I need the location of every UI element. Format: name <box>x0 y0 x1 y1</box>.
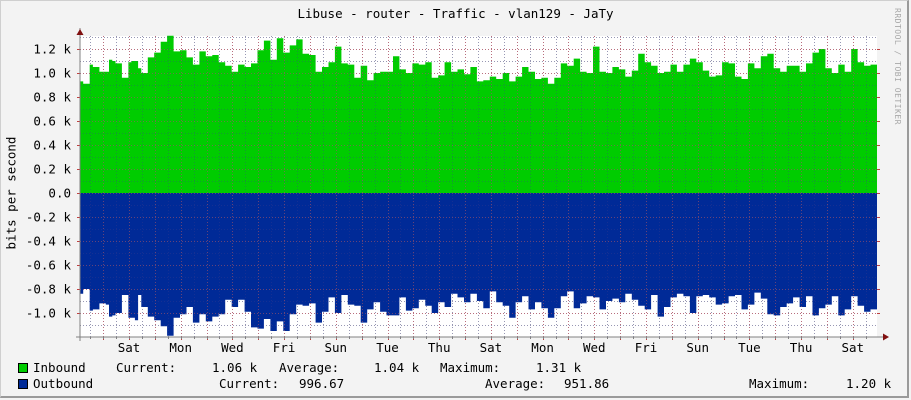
inbound-area <box>80 35 877 193</box>
traffic-chart: 1.2 k 1.0 k 0.8 k 0.6 k 0.4 k 0.2 k 0.0 -0.2 k -… <box>26 28 889 355</box>
y-tick-label: -0.6 k <box>26 258 72 273</box>
x-tick-label: Sun <box>325 340 348 355</box>
outbound-maximum-value: 1.20 k <box>846 376 892 391</box>
inbound-swatch <box>18 363 28 373</box>
x-tick-label: Fri <box>635 340 658 355</box>
inbound-label: Inbound <box>33 360 86 375</box>
x-tick-label: Thu <box>790 340 813 355</box>
outbound-area <box>80 193 877 336</box>
outbound-average-value: 951.86 <box>564 376 610 391</box>
x-tick-label: Mon <box>169 340 192 355</box>
grid-overlay <box>80 36 877 337</box>
x-tick-label: Tue <box>738 340 761 355</box>
x-tick-label: Fri <box>273 340 296 355</box>
y-tick-label: 1.2 k <box>33 42 71 57</box>
y-tick-label: 0.8 k <box>33 90 71 105</box>
inbound-current-value: 1.06 k <box>212 360 258 375</box>
x-axis-arrow-icon <box>883 333 889 341</box>
y-tick-label: 0.0 <box>48 186 71 201</box>
inbound-maximum-label: Maximum: <box>440 360 501 375</box>
rrdtool-watermark: RRDTOOL / TOBI OETIKER <box>893 8 902 125</box>
y-axis-arrow-icon <box>76 29 84 35</box>
outbound-label: Outbound <box>33 376 94 391</box>
y-tick-label: -1.0 k <box>26 306 72 321</box>
y-tick-label: -0.2 k <box>26 210 72 225</box>
x-tick-label: Tue <box>376 340 399 355</box>
legend-row-inbound: Inbound Current: 1.06 k Average: 1.04 k … <box>0 360 911 376</box>
inbound-average-label: Average: <box>279 360 340 375</box>
inbound-maximum-value: 1.31 k <box>536 360 582 375</box>
x-tick-label: Mon <box>531 340 554 355</box>
x-axis-ticks: Sat Mon Wed Fri Sun Tue Thu Sat Mon Wed Fri Sun Tue T… <box>90 337 867 355</box>
inbound-average-value: 1.04 k <box>374 360 420 375</box>
outbound-average-label: Average: <box>485 376 546 391</box>
outbound-current-value: 996.67 <box>299 376 345 391</box>
y-tick-label: -0.4 k <box>26 234 72 249</box>
y-tick-label: 0.6 k <box>33 114 71 129</box>
x-tick-label: Wed <box>583 340 606 355</box>
inbound-current-label: Current: <box>116 360 177 375</box>
x-tick-label: Sat <box>842 340 865 355</box>
x-tick-label: Thu <box>428 340 451 355</box>
x-tick-label: Wed <box>221 340 244 355</box>
y-tick-label: 0.4 k <box>33 138 71 153</box>
chart-title: Libuse - router - Traffic - vlan129 - Ja… <box>297 6 614 21</box>
legend-row-outbound: Outbound Current: 996.67 Average: 951.86… <box>0 376 911 392</box>
outbound-maximum-label: Maximum: <box>749 376 810 391</box>
y-tick-label: 1.0 k <box>33 66 71 81</box>
y-axis-ticks: 1.2 k 1.0 k 0.8 k 0.6 k 0.4 k 0.2 k 0.0 -0.2 k -… <box>26 42 880 321</box>
outbound-current-label: Current: <box>219 376 280 391</box>
y-tick-label: -0.8 k <box>26 282 72 297</box>
x-tick-label: Sun <box>686 340 709 355</box>
x-tick-label: Sat <box>480 340 503 355</box>
x-tick-label: Sat <box>118 340 141 355</box>
outbound-swatch <box>18 379 28 389</box>
y-tick-label: 0.2 k <box>33 162 71 177</box>
